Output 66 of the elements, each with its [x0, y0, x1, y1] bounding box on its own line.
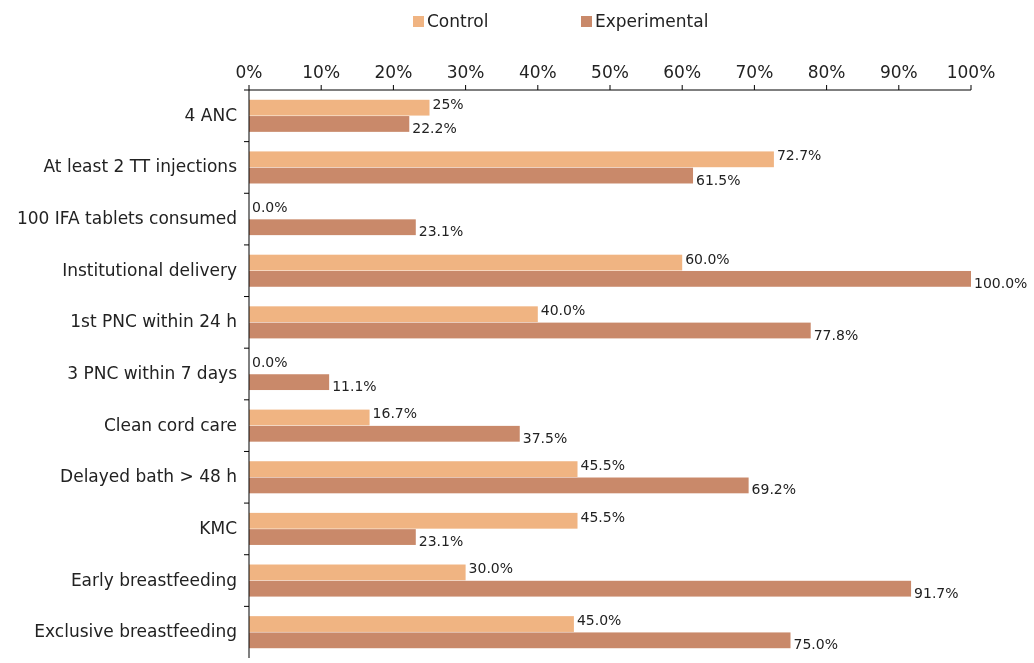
data-label: 91.7%	[914, 584, 959, 601]
data-label: 22.2%	[412, 119, 457, 136]
data-label: 11.1%	[332, 378, 377, 395]
data-label: 72.7%	[776, 147, 822, 164]
y-tick-label: At least 2 TT injections	[43, 156, 238, 177]
data-label: 30.0%	[468, 560, 514, 577]
y-tick-label: 4 ANC	[184, 104, 237, 125]
bar	[249, 322, 811, 339]
data-label: 60.0%	[685, 250, 730, 267]
data-label: 40.0%	[540, 302, 586, 319]
y-tick-label: 100 IFA tablets consumed	[16, 208, 237, 229]
y-tick-label: 1st PNC within 24 h	[70, 311, 237, 332]
bar	[249, 580, 912, 597]
y-tick-label: 3 PNC within 7 days	[67, 363, 238, 383]
data-label: 23.1%	[418, 533, 464, 550]
bar	[249, 374, 330, 391]
data-label: 37.5%	[522, 429, 568, 446]
legend-label: Experimental	[595, 11, 709, 31]
x-tick-label: 30%	[446, 62, 485, 82]
data-label: 61.5%	[696, 171, 741, 188]
x-tick-label: 50%	[591, 62, 629, 82]
bar	[249, 512, 578, 529]
x-tick-label: 10%	[302, 62, 341, 82]
y-tick-label: Early breastfeeding	[70, 569, 237, 590]
data-label: 25%	[432, 95, 464, 112]
y-tick-label: Clean cord care	[103, 414, 237, 435]
y-tick-label: Delayed bath > 48 h	[60, 466, 237, 487]
data-label: 100.0%	[974, 274, 1028, 291]
data-label: 0.0%	[252, 198, 288, 215]
x-tick-label: 100%	[946, 62, 996, 82]
data-label: 45.0%	[576, 612, 622, 629]
bar	[249, 529, 416, 545]
data-label: 16.7%	[372, 405, 418, 422]
x-tick-label: 40%	[518, 62, 557, 82]
y-tick-label: Institutional delivery	[62, 259, 237, 280]
x-tick-label: 20%	[374, 62, 413, 82]
bar	[249, 461, 578, 478]
bar	[249, 632, 791, 649]
x-tick-label: 90%	[879, 62, 918, 82]
data-label: 75.0%	[793, 636, 838, 653]
x-tick-label: 0%	[235, 62, 263, 82]
data-label: 45.5%	[580, 508, 625, 525]
bar	[249, 564, 466, 581]
bar	[249, 151, 774, 168]
bar	[249, 167, 694, 184]
bar	[249, 616, 574, 632]
y-tick-label: Exclusive breastfeeding	[34, 621, 237, 642]
bar	[249, 116, 410, 132]
bar	[249, 219, 416, 236]
bar	[249, 409, 370, 426]
data-label: 45.5%	[580, 457, 625, 474]
bar	[249, 99, 430, 116]
data-label: 69.2%	[751, 481, 797, 498]
y-tick-label: KMC	[199, 517, 237, 538]
x-tick-label: 70%	[735, 62, 774, 82]
data-label: 77.8%	[813, 326, 859, 343]
x-tick-label: 60%	[663, 62, 702, 82]
data-label: 23.1%	[418, 223, 464, 240]
bar	[249, 306, 538, 323]
bar	[249, 425, 520, 442]
data-label: 0.0%	[252, 353, 288, 370]
bar	[249, 270, 971, 287]
bar	[249, 477, 749, 494]
x-tick-label: 80%	[807, 62, 846, 82]
legend-label: Control	[427, 11, 489, 31]
bar	[249, 254, 683, 271]
